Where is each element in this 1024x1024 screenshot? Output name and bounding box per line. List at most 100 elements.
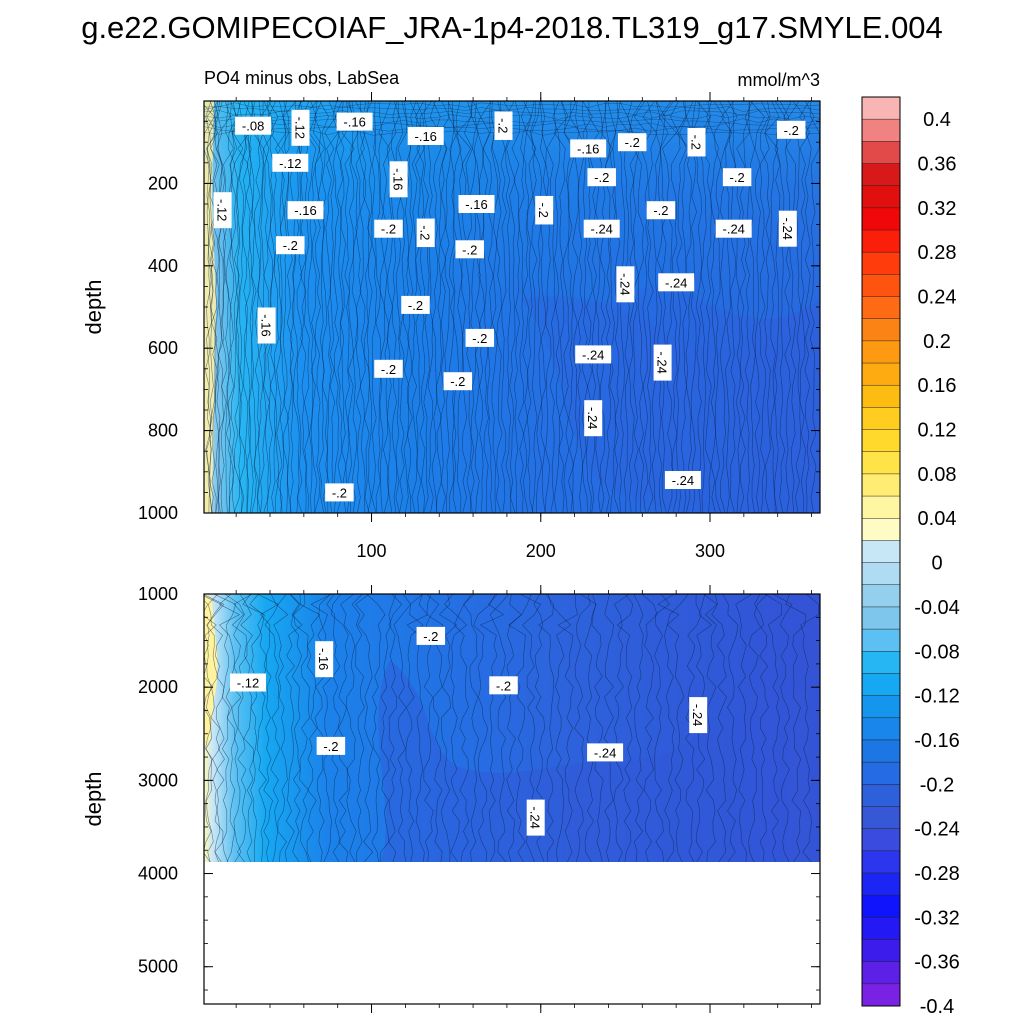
contour-label-text: -.2 <box>332 485 347 500</box>
contour-line <box>248 101 256 513</box>
contour-label-text: -.2 <box>450 374 465 389</box>
contour-line <box>506 594 522 862</box>
contour-label-text: -.16 <box>465 197 487 212</box>
contour-label-box <box>465 328 495 347</box>
contour-line <box>210 101 219 513</box>
contour-label: -.2 <box>374 219 403 238</box>
contour-line <box>799 101 811 513</box>
contour-label: -.16 <box>287 201 324 220</box>
contour-label-text: -.2 <box>462 242 477 257</box>
upper-ylabel: depth <box>81 279 106 334</box>
contour-line <box>735 594 753 862</box>
colorbar-swatch <box>862 939 900 963</box>
lower-ticks: 1000 2000 3000 4000 5000 <box>138 584 820 1013</box>
contour-line <box>457 101 472 513</box>
contour-line <box>654 594 670 862</box>
contour-label-box <box>458 195 495 213</box>
contour-label-text: -.2 <box>496 678 511 693</box>
contour-line <box>691 101 702 513</box>
contour-label: -.2 <box>535 195 554 225</box>
colorbar-swatch <box>862 385 900 408</box>
lower-ylabel: depth <box>81 771 106 826</box>
contour-line <box>713 101 725 513</box>
contour-label: -.2 <box>374 359 403 378</box>
contour-line <box>480 101 492 513</box>
contour-line <box>456 101 464 513</box>
contour-line <box>539 101 547 513</box>
contour-label-box <box>664 471 701 489</box>
colorbar-swatch <box>862 606 900 630</box>
contour-label-text: -.16 <box>577 141 599 156</box>
colorbar-label: -0.16 <box>914 730 960 752</box>
y-tick-label: 4000 <box>138 864 178 884</box>
contour-line <box>213 101 225 513</box>
contour-label-text: -.16 <box>391 168 406 190</box>
contour-line <box>531 101 543 513</box>
contour-line <box>560 101 574 513</box>
upper-ticks: 200 400 600 800 1000 <box>138 92 820 523</box>
contour-line <box>227 101 241 513</box>
contour-line <box>219 594 241 862</box>
contour-line <box>443 594 468 862</box>
upper-panel: 200 400 600 800 1000 -.08 -.12 -.16 -.16 -.2 -.16… <box>81 92 821 523</box>
contour-line <box>553 101 569 513</box>
contour-line <box>463 594 479 862</box>
contour-label-box <box>526 799 545 836</box>
contour-line <box>354 101 366 513</box>
contour-line <box>764 101 780 513</box>
y-tick-label: 800 <box>148 421 178 441</box>
contour-label: -.24 <box>583 219 620 238</box>
contour-line <box>661 101 677 513</box>
colorbar-swatch <box>862 828 900 852</box>
colorbar-label: -0.08 <box>914 641 960 663</box>
colorbar-label: 0.28 <box>918 242 957 264</box>
contour-label-text: -.24 <box>665 275 687 290</box>
contour-line <box>552 101 561 513</box>
contour-line <box>209 101 221 513</box>
contour-line <box>760 101 771 513</box>
contour-line <box>489 594 510 862</box>
contour-line <box>627 101 639 513</box>
contour-label: -.24 <box>575 345 612 364</box>
contour-line <box>256 101 269 513</box>
upper-contour-labels: -.08 -.12 -.16 -.16 -.2 -.16 -.2 -.2 -.2 -.12 -.16… <box>213 109 806 502</box>
contour-line <box>603 594 615 862</box>
contour-label: -.2 <box>401 295 430 314</box>
contour-line <box>463 101 473 513</box>
contour-line <box>711 594 727 862</box>
colorbar-swatch <box>862 695 900 719</box>
contour-line <box>360 101 373 513</box>
x-tick-label: 200 <box>526 541 556 561</box>
contour-line <box>641 594 658 862</box>
contour-label-text: -.24 <box>617 273 632 295</box>
contour-line <box>204 106 820 112</box>
contour-line <box>667 594 689 862</box>
colorbar-swatch <box>862 717 900 741</box>
contour-label-box <box>584 400 603 437</box>
contour-line <box>696 101 711 513</box>
units-label: mmol/m^3 <box>738 70 820 90</box>
contour-line <box>293 594 310 862</box>
contour-label-text: -.24 <box>672 473 694 488</box>
contour-line <box>351 594 365 862</box>
contour-line <box>244 101 256 513</box>
contour-label-text: -.2 <box>594 170 609 185</box>
contour-line <box>336 101 345 513</box>
contour-line <box>299 594 321 862</box>
contour-label: -.24 <box>715 219 752 238</box>
contour-label-text: -.2 <box>423 629 438 644</box>
colorbar-label: -0.24 <box>914 819 960 841</box>
colorbar-label: -0.12 <box>914 686 960 708</box>
contour-line <box>270 594 289 862</box>
contour-label-text: -.12 <box>237 676 259 691</box>
contour-label: -.16 <box>458 195 495 213</box>
contour-line <box>319 101 329 513</box>
contour-label-box <box>722 168 752 187</box>
colorbar-swatch <box>862 429 900 453</box>
colorbar-swatch <box>862 584 900 608</box>
contour-label-text: -.16 <box>316 648 331 670</box>
contour-label-box <box>272 153 309 172</box>
y-tick-label: 5000 <box>138 957 178 977</box>
contour-label: -.16 <box>336 112 373 131</box>
